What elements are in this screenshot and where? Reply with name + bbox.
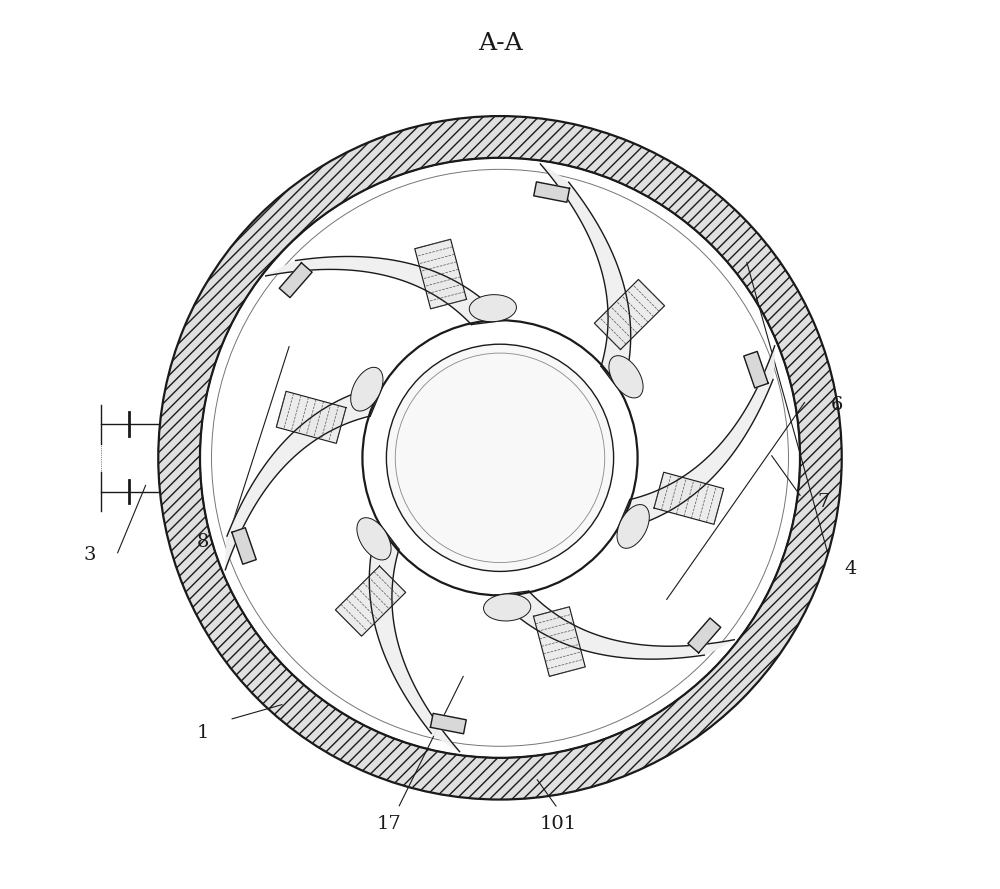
- Polygon shape: [225, 385, 383, 570]
- Polygon shape: [688, 618, 721, 653]
- Polygon shape: [495, 591, 734, 659]
- Polygon shape: [335, 566, 406, 637]
- Text: A-A: A-A: [478, 32, 522, 55]
- Ellipse shape: [609, 356, 643, 398]
- Polygon shape: [415, 239, 467, 308]
- Ellipse shape: [617, 505, 649, 549]
- Polygon shape: [617, 346, 775, 531]
- Polygon shape: [533, 607, 585, 677]
- Text: 6: 6: [831, 396, 843, 413]
- Text: 17: 17: [377, 815, 401, 833]
- Text: 101: 101: [539, 815, 576, 833]
- Wedge shape: [158, 116, 842, 799]
- Polygon shape: [369, 523, 460, 752]
- Polygon shape: [540, 164, 631, 393]
- Circle shape: [386, 344, 614, 572]
- Ellipse shape: [357, 517, 391, 560]
- Text: 1: 1: [196, 724, 209, 742]
- Text: 3: 3: [84, 547, 96, 565]
- Polygon shape: [276, 391, 346, 444]
- Text: 4: 4: [844, 560, 857, 578]
- Text: 8: 8: [196, 533, 209, 551]
- Polygon shape: [266, 257, 505, 324]
- Polygon shape: [744, 351, 768, 388]
- Ellipse shape: [351, 367, 383, 411]
- Polygon shape: [654, 472, 724, 525]
- Text: 7: 7: [818, 493, 830, 511]
- Ellipse shape: [484, 594, 531, 621]
- Polygon shape: [430, 713, 466, 733]
- Polygon shape: [279, 263, 312, 298]
- Polygon shape: [534, 182, 570, 203]
- Ellipse shape: [469, 294, 516, 322]
- Polygon shape: [594, 279, 665, 349]
- Polygon shape: [232, 528, 256, 565]
